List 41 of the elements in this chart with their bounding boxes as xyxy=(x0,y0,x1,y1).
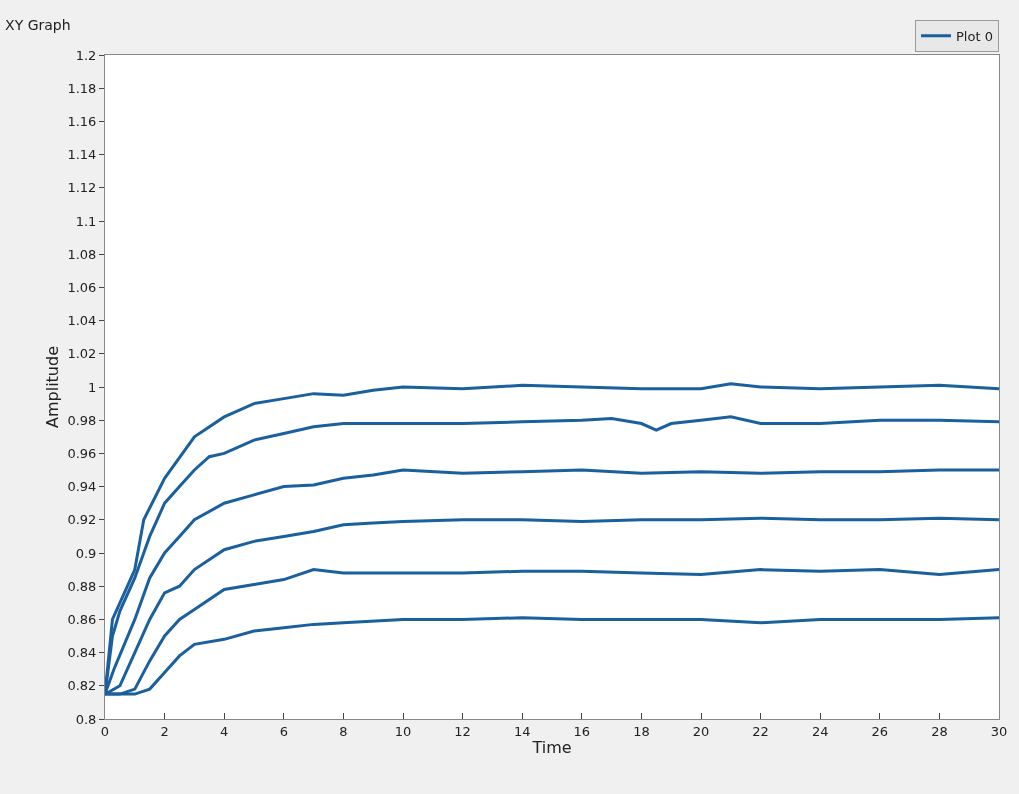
x-tick-label: 0 xyxy=(100,723,110,739)
x-tick-label: 8 xyxy=(339,723,348,739)
chart-title: XY Graph xyxy=(5,16,71,33)
y-tick-label: 1.1 xyxy=(75,213,97,229)
y-tick-label: 0.86 xyxy=(67,611,97,627)
x-tick-label: 6 xyxy=(279,723,288,739)
x-tick-label: 28 xyxy=(931,723,948,739)
y-tick-label: 1.04 xyxy=(67,313,97,329)
y-tick-label: 0.88 xyxy=(67,578,97,594)
y-axis-title: Amplitude xyxy=(43,346,63,428)
x-tick-label: 16 xyxy=(573,723,591,739)
y-tick-label: 1 xyxy=(88,379,97,395)
x-tick-label: 22 xyxy=(752,723,769,739)
x-tick-label: 14 xyxy=(513,723,531,739)
y-tick-label: 0.8 xyxy=(75,711,97,727)
y-tick-label: 0.9 xyxy=(75,545,97,561)
y-tick-label: 1.08 xyxy=(67,246,97,262)
x-tick-label: 10 xyxy=(394,723,412,739)
x-tick-label: 26 xyxy=(871,723,889,739)
x-tick-label: 4 xyxy=(220,723,229,739)
x-tick-label: 18 xyxy=(633,723,650,739)
y-tick-label: 0.94 xyxy=(67,479,97,495)
y-tick-label: 1.02 xyxy=(67,346,97,362)
y-tick-label: 1.12 xyxy=(67,180,97,196)
x-tick-label: 24 xyxy=(811,723,829,739)
legend-label: Plot 0 xyxy=(956,28,993,44)
x-axis-title: Time xyxy=(531,738,572,758)
y-tick-label: 0.92 xyxy=(67,512,97,528)
y-tick-label: 0.82 xyxy=(67,678,97,694)
x-tick-label: 30 xyxy=(990,723,1008,739)
y-tick-label: 1.16 xyxy=(67,113,97,129)
x-tick-label: 20 xyxy=(692,723,710,739)
y-tick-label: 1.2 xyxy=(75,47,97,63)
y-tick-label: 1.06 xyxy=(67,279,97,295)
x-tick-label: 12 xyxy=(454,723,471,739)
y-tick-label: 1.14 xyxy=(67,147,97,163)
x-tick-label: 2 xyxy=(160,723,169,739)
y-tick-label: 0.84 xyxy=(67,645,97,661)
y-tick-label: 0.96 xyxy=(67,445,97,461)
y-tick-label: 1.18 xyxy=(67,80,97,96)
y-tick-label: 0.98 xyxy=(67,412,97,428)
